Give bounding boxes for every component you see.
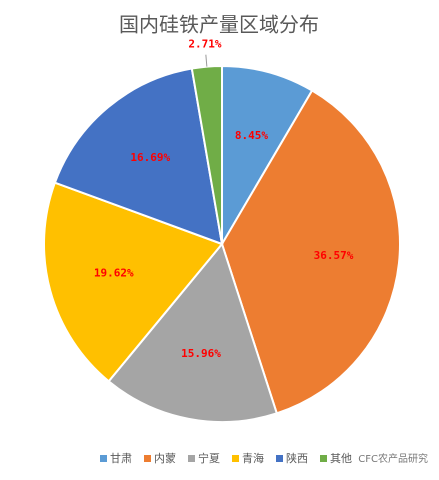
pie-slice bbox=[107, 241, 279, 423]
pie-slice bbox=[220, 89, 401, 415]
legend-label: 宁夏 bbox=[198, 451, 220, 465]
data-label: 16.69% bbox=[130, 151, 170, 164]
pie-slice bbox=[53, 67, 224, 246]
legend-swatch bbox=[320, 455, 327, 462]
watermark: CFC农产品研究 bbox=[358, 452, 428, 465]
legend-swatch bbox=[188, 455, 195, 462]
pie-slice bbox=[221, 64, 314, 248]
chart-title: 国内硅铁产量区域分布 bbox=[119, 13, 319, 37]
legend-label: 陕西 bbox=[286, 451, 308, 465]
data-label: 8.45% bbox=[235, 129, 268, 142]
legend-label: 甘肃 bbox=[110, 452, 132, 465]
legend-swatch bbox=[232, 455, 239, 462]
data-label: 36.57% bbox=[314, 249, 354, 262]
data-label: 15.96% bbox=[181, 347, 221, 360]
legend-label: 内蒙 bbox=[154, 451, 176, 465]
legend-label: 其他 bbox=[330, 452, 352, 465]
pie: 8.45% 36.57% 15.96% 19.62% 16.69% 2.71% bbox=[43, 38, 401, 423]
legend-swatch bbox=[100, 455, 107, 462]
legend-swatch bbox=[144, 455, 151, 462]
legend-label: 青海 bbox=[242, 451, 264, 465]
data-label: 2.71% bbox=[188, 38, 221, 51]
leader-line bbox=[205, 54, 208, 67]
pie-slice bbox=[43, 181, 224, 383]
legend: 甘肃 内蒙 宁夏 青海 陕西 其他 bbox=[100, 451, 352, 465]
data-label: 19.62% bbox=[94, 266, 134, 279]
legend-swatch bbox=[276, 455, 283, 462]
